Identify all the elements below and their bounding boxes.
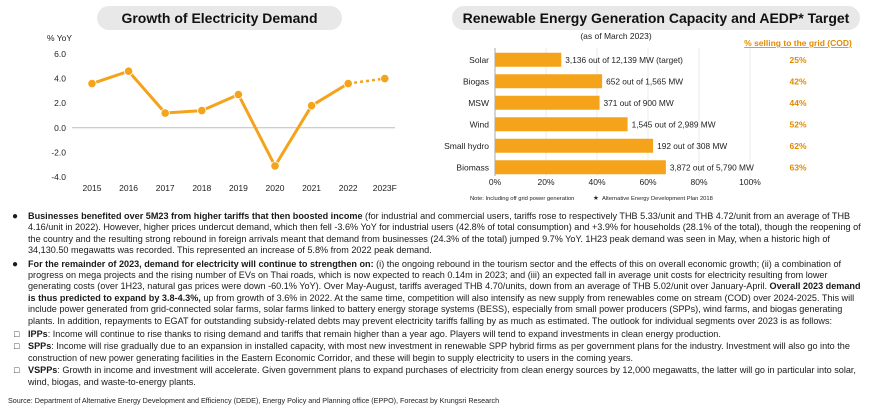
y-tick-label: 0.0	[54, 123, 66, 133]
checkbox-square-icon: □	[14, 365, 20, 376]
data-point	[87, 78, 97, 89]
source-note: Source: Department of Alternative Energy…	[8, 396, 500, 405]
data-point	[306, 101, 317, 111]
segment-text: : Growth in income and investment will a…	[28, 365, 856, 387]
x-tick-label: 2018	[192, 183, 211, 193]
bullet-text: up from growth of 3.6% in 2022. At the s…	[28, 292, 855, 326]
segment-name: IPPs	[28, 329, 48, 340]
x-tick-label: 60%	[639, 177, 656, 187]
x-tick-label: 100%	[739, 177, 761, 187]
capacity-bar	[495, 74, 603, 89]
electricity-demand-line-chart: % YoY 6.0 4.0 2.0 0.0 -2.0 -4.0 2015 2016 2017 201…	[47, 34, 397, 193]
data-point	[160, 108, 170, 118]
x-tick-label: 2020	[266, 183, 285, 193]
chart-footnote: Alternative Energy Development Plan 2018	[602, 196, 713, 202]
data-point	[124, 66, 134, 76]
checkbox-square-icon: □	[14, 329, 20, 340]
bullet-dot: ●	[12, 258, 19, 270]
capacity-bar	[495, 138, 654, 153]
grid-selling-percent: 52%	[789, 119, 806, 129]
y-tick-label: 4.0	[54, 74, 66, 84]
grid-selling-percent: 63%	[789, 162, 806, 172]
star-icon: ★	[593, 194, 599, 202]
bullet-item: ● For the remainder of 2023, demand for …	[10, 259, 862, 327]
y-axis-label: % YoY	[47, 34, 72, 43]
bullet-item: ● Businesses benefited over 5M23 from hi…	[10, 211, 862, 257]
bar-data-label: 652 out of 1,565 MW	[606, 76, 683, 86]
grid-selling-percent: 25%	[789, 55, 806, 65]
x-tick-label: 2015	[83, 183, 102, 193]
category-label: Biogas	[463, 76, 489, 86]
capacity-bar	[495, 117, 628, 132]
right-chart-title: Renewable Energy Generation Capacity and…	[452, 6, 860, 30]
demand-growth-line	[91, 69, 349, 168]
bar-data-label: 371 out of 900 MW	[604, 98, 674, 108]
x-tick-label: 2023F	[373, 183, 397, 193]
left-chart-title: Growth of Electricity Demand	[97, 6, 342, 30]
commentary: ● Businesses benefited over 5M23 from hi…	[10, 211, 862, 389]
bullet-text: (i) the ongoing rebound in the tourism s…	[28, 258, 842, 292]
segment-text: : Income will continue to rise thanks to…	[47, 329, 721, 340]
x-tick-label: 2021	[302, 183, 321, 193]
segment-list: □ IPPs: Income will continue to rise tha…	[10, 329, 862, 388]
bullet-text: (for industrial and commercial users, ta…	[28, 211, 861, 256]
forecast-line	[348, 77, 385, 85]
y-tick-label: -4.0	[51, 172, 66, 182]
data-point	[343, 78, 353, 89]
capacity-bar	[495, 52, 562, 67]
x-tick-label: 2017	[156, 183, 175, 193]
category-label: MSW	[468, 98, 489, 108]
y-tick-label: 2.0	[54, 98, 66, 108]
data-point	[270, 161, 280, 171]
capacity-bar	[495, 95, 600, 110]
chart-subtitle: (as of March 2023)	[580, 31, 652, 41]
y-tick-label: 6.0	[54, 49, 66, 59]
category-label: Solar	[469, 55, 489, 65]
category-label: Biomass	[456, 162, 489, 172]
y-tick-label: -2.0	[51, 147, 66, 157]
data-point	[197, 105, 207, 116]
segment-item: □ VSPPs: Growth in income and investment…	[10, 365, 862, 388]
segment-name: SPPs	[28, 341, 52, 352]
category-label: Wind	[470, 119, 490, 129]
x-tick-label: 0%	[489, 177, 502, 187]
checkbox-square-icon: □	[14, 341, 20, 352]
bar-data-label: 3,136 out of 12,139 MW (target)	[565, 55, 683, 65]
bullet-dot: ●	[12, 211, 19, 222]
segment-item: □ SPPs: Income will rise gradually due t…	[10, 341, 862, 364]
bar-data-label: 192 out of 308 MW	[657, 141, 727, 151]
segment-name: VSPPs	[28, 365, 58, 376]
bar-data-label: 3,872 out of 5,790 MW	[670, 162, 754, 172]
x-tick-label: 80%	[690, 177, 707, 187]
bullet-bold: Businesses benefited over 5M23 from high…	[28, 211, 363, 221]
capacity-bar	[495, 160, 666, 175]
chart-note: Note: Including off grid power generatio…	[470, 196, 574, 202]
x-tick-label: 2016	[119, 183, 138, 193]
x-tick-label: 40%	[588, 177, 605, 187]
category-label: Small hydro	[444, 141, 489, 151]
x-tick-label: 2022	[339, 183, 358, 193]
data-point	[380, 73, 390, 84]
data-point	[233, 89, 243, 100]
bullet-bold: Overall 2023 demand is thus predicted to…	[28, 281, 861, 303]
segment-item: □ IPPs: Income will continue to rise tha…	[10, 329, 862, 340]
segment-text: : Income will rise gradually due to an e…	[28, 341, 850, 363]
grid-selling-percent: 44%	[789, 98, 806, 108]
bullet-bold: For the remainder of 2023, demand for el…	[28, 258, 374, 269]
x-tick-label: 2019	[229, 183, 248, 193]
grid-selling-percent: 42%	[789, 76, 806, 86]
x-tick-label: 20%	[537, 177, 554, 187]
right-column-header: % selling to the grid (COD)	[744, 38, 852, 48]
grid-selling-percent: 62%	[789, 141, 806, 151]
renewable-capacity-bar-chart: (as of March 2023) % selling to the grid …	[444, 31, 852, 202]
bar-data-label: 1,545 out of 2,989 MW	[632, 119, 716, 129]
